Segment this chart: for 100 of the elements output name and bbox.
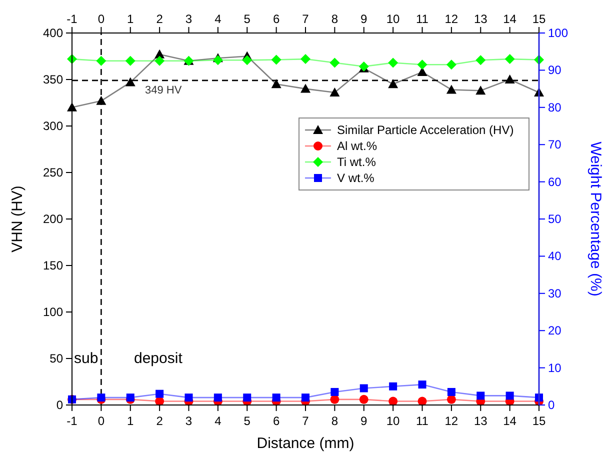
point (506, 392, 514, 400)
point (300, 84, 310, 93)
x-tick-label: 1 (127, 12, 134, 26)
x-tick-label: 6 (272, 12, 280, 26)
point (330, 388, 339, 396)
x-tick-label: 10 (386, 12, 400, 26)
point (96, 96, 106, 105)
point (476, 86, 486, 95)
point (417, 60, 428, 70)
y-tick-label: 50 (50, 352, 64, 366)
point (125, 56, 136, 66)
y2-tick-label: 0 (548, 398, 555, 412)
y2-tick-label: 60 (548, 174, 562, 189)
point (212, 55, 223, 66)
y-tick-label: 100 (42, 305, 64, 319)
x-axis-title: Distance (mm) (256, 435, 354, 452)
y2-tick-label: 40 (548, 249, 562, 264)
x2-tick-label: 11 (416, 414, 429, 428)
point (184, 394, 193, 402)
point (447, 388, 456, 396)
y-tick-label: 350 (42, 72, 64, 86)
y2-tick-label: 50 (548, 212, 562, 226)
point (446, 394, 456, 404)
point (504, 54, 515, 64)
y2-tick-label: 80 (548, 100, 562, 114)
point (476, 55, 486, 66)
y2-tick-label: 100 (548, 26, 568, 40)
y2-tick-label: 10 (548, 360, 562, 375)
y-tick-label: 250 (42, 166, 64, 180)
point (214, 394, 222, 402)
y2-tick-label: 20 (548, 324, 562, 338)
point (388, 58, 398, 68)
x-tick-label: 4 (214, 12, 222, 26)
x-tick-label: 8 (331, 12, 338, 26)
point (389, 382, 398, 390)
x2-tick-label: 0 (98, 414, 105, 428)
y-tick-label: 0 (56, 398, 64, 412)
x2-tick-label: 1 (127, 414, 134, 428)
x2-tick-label: 6 (272, 414, 280, 428)
x-tick-label: 9 (360, 12, 368, 26)
x-tick-label: 2 (156, 12, 164, 26)
point (446, 60, 456, 70)
y-tick-label: 300 (42, 119, 64, 133)
legend-label: V wt.% (337, 171, 375, 185)
point (504, 74, 515, 84)
x-tick-label: 12 (444, 12, 458, 26)
point (271, 54, 282, 65)
legend-label: Similar Particle Acceleration (HV) (337, 123, 514, 137)
point (271, 79, 282, 88)
point (417, 67, 428, 76)
point (156, 390, 164, 398)
annotation: deposit (134, 350, 184, 367)
x2-tick-label: 8 (331, 414, 338, 428)
point (388, 396, 398, 406)
point (125, 77, 136, 86)
point (388, 79, 398, 88)
x-tick-label: -1 (66, 12, 78, 26)
x-tick-label: 14 (503, 12, 517, 26)
x2-tick-label: -1 (66, 414, 78, 428)
x-tick-label: 5 (244, 12, 251, 26)
legend-label: Al wt.% (337, 139, 378, 153)
x-tick-label: 3 (185, 12, 192, 26)
x2-tick-label: 5 (244, 414, 251, 428)
y2-axis-title: Weight Percentage (%) (587, 142, 604, 296)
ref-line-label: 349 HV (144, 84, 182, 96)
y2-tick-label: 30 (548, 286, 562, 300)
x-tick-label: 13 (474, 12, 488, 26)
y-tick-label: 200 (42, 212, 64, 226)
x2-tick-label: 3 (185, 414, 192, 428)
point (360, 384, 368, 392)
x2-tick-label: 15 (532, 414, 546, 428)
x-tick-label: 7 (302, 12, 310, 26)
point (330, 394, 340, 404)
x2-tick-label: 12 (444, 414, 458, 428)
point (302, 394, 310, 402)
point (359, 394, 368, 404)
point (243, 394, 252, 402)
x2-tick-label: 10 (386, 414, 400, 428)
point (330, 58, 340, 68)
x-tick-label: 11 (416, 12, 429, 26)
x-tick-label: 15 (532, 12, 546, 26)
point (330, 88, 340, 97)
point (154, 56, 165, 66)
legend-label: Ti wt.% (337, 155, 376, 169)
y-tick-label: 400 (42, 26, 64, 40)
point (446, 84, 456, 94)
point (418, 380, 426, 389)
y-axis-title: VHN (HV) (9, 186, 26, 252)
point (300, 54, 310, 64)
annotation: sub (74, 350, 98, 367)
x-tick-label: 0 (98, 12, 105, 26)
point (272, 394, 280, 402)
x2-tick-label: 14 (503, 414, 517, 428)
point (96, 56, 106, 66)
point (242, 55, 252, 66)
x2-tick-label: 7 (302, 414, 310, 428)
x2-tick-label: 2 (156, 414, 164, 428)
y2-tick-label: 90 (548, 63, 562, 78)
point (476, 392, 485, 400)
x2-tick-label: 13 (474, 414, 488, 428)
